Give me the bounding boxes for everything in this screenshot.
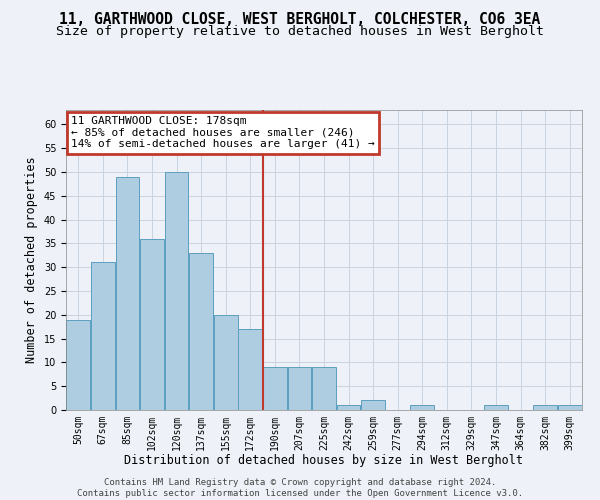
Bar bbox=[312, 367, 336, 410]
Bar bbox=[67, 320, 90, 410]
Bar bbox=[164, 172, 188, 410]
Bar bbox=[484, 405, 508, 410]
Bar bbox=[91, 262, 115, 410]
Bar bbox=[189, 253, 213, 410]
Text: 11 GARTHWOOD CLOSE: 178sqm
← 85% of detached houses are smaller (246)
14% of sem: 11 GARTHWOOD CLOSE: 178sqm ← 85% of deta… bbox=[71, 116, 375, 149]
Text: 11, GARTHWOOD CLOSE, WEST BERGHOLT, COLCHESTER, CO6 3EA: 11, GARTHWOOD CLOSE, WEST BERGHOLT, COLC… bbox=[59, 12, 541, 28]
X-axis label: Distribution of detached houses by size in West Bergholt: Distribution of detached houses by size … bbox=[125, 454, 523, 468]
Bar bbox=[238, 329, 262, 410]
Y-axis label: Number of detached properties: Number of detached properties bbox=[25, 156, 38, 364]
Bar bbox=[214, 315, 238, 410]
Bar bbox=[116, 176, 139, 410]
Bar bbox=[558, 405, 581, 410]
Bar bbox=[410, 405, 434, 410]
Bar bbox=[337, 405, 361, 410]
Bar bbox=[361, 400, 385, 410]
Bar bbox=[533, 405, 557, 410]
Text: Contains HM Land Registry data © Crown copyright and database right 2024.
Contai: Contains HM Land Registry data © Crown c… bbox=[77, 478, 523, 498]
Text: Size of property relative to detached houses in West Bergholt: Size of property relative to detached ho… bbox=[56, 25, 544, 38]
Bar bbox=[287, 367, 311, 410]
Bar bbox=[140, 238, 164, 410]
Bar bbox=[263, 367, 287, 410]
